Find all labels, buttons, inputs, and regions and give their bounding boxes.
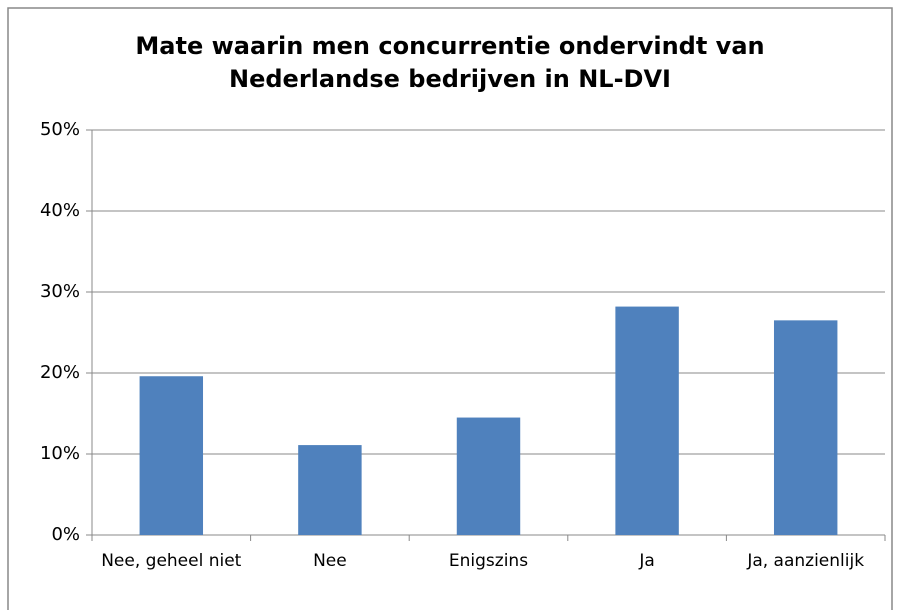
x-tick-label: Enigszins: [448, 551, 529, 571]
chart-frame: [7, 7, 893, 610]
y-tick-label: 30%: [40, 281, 80, 302]
bar: [139, 376, 204, 535]
x-tick-label: Ja, aanzienlijk: [747, 551, 865, 571]
y-tick-label: 10%: [40, 443, 80, 464]
bar: [615, 306, 679, 535]
x-tick-label: Nee: [313, 551, 347, 571]
y-tick-label: 20%: [40, 362, 80, 383]
y-tick-label: 50%: [40, 119, 80, 140]
chart-title: Mate waarin men concurrentie ondervindt …: [135, 32, 765, 93]
y-tick-label: 0%: [51, 524, 80, 545]
bar: [456, 417, 521, 535]
bar: [298, 445, 362, 535]
y-tick-label: 40%: [40, 200, 80, 221]
bar: [773, 320, 838, 535]
x-tick-label: Ja: [639, 551, 655, 571]
x-tick-label: Nee, geheel niet: [101, 551, 242, 571]
